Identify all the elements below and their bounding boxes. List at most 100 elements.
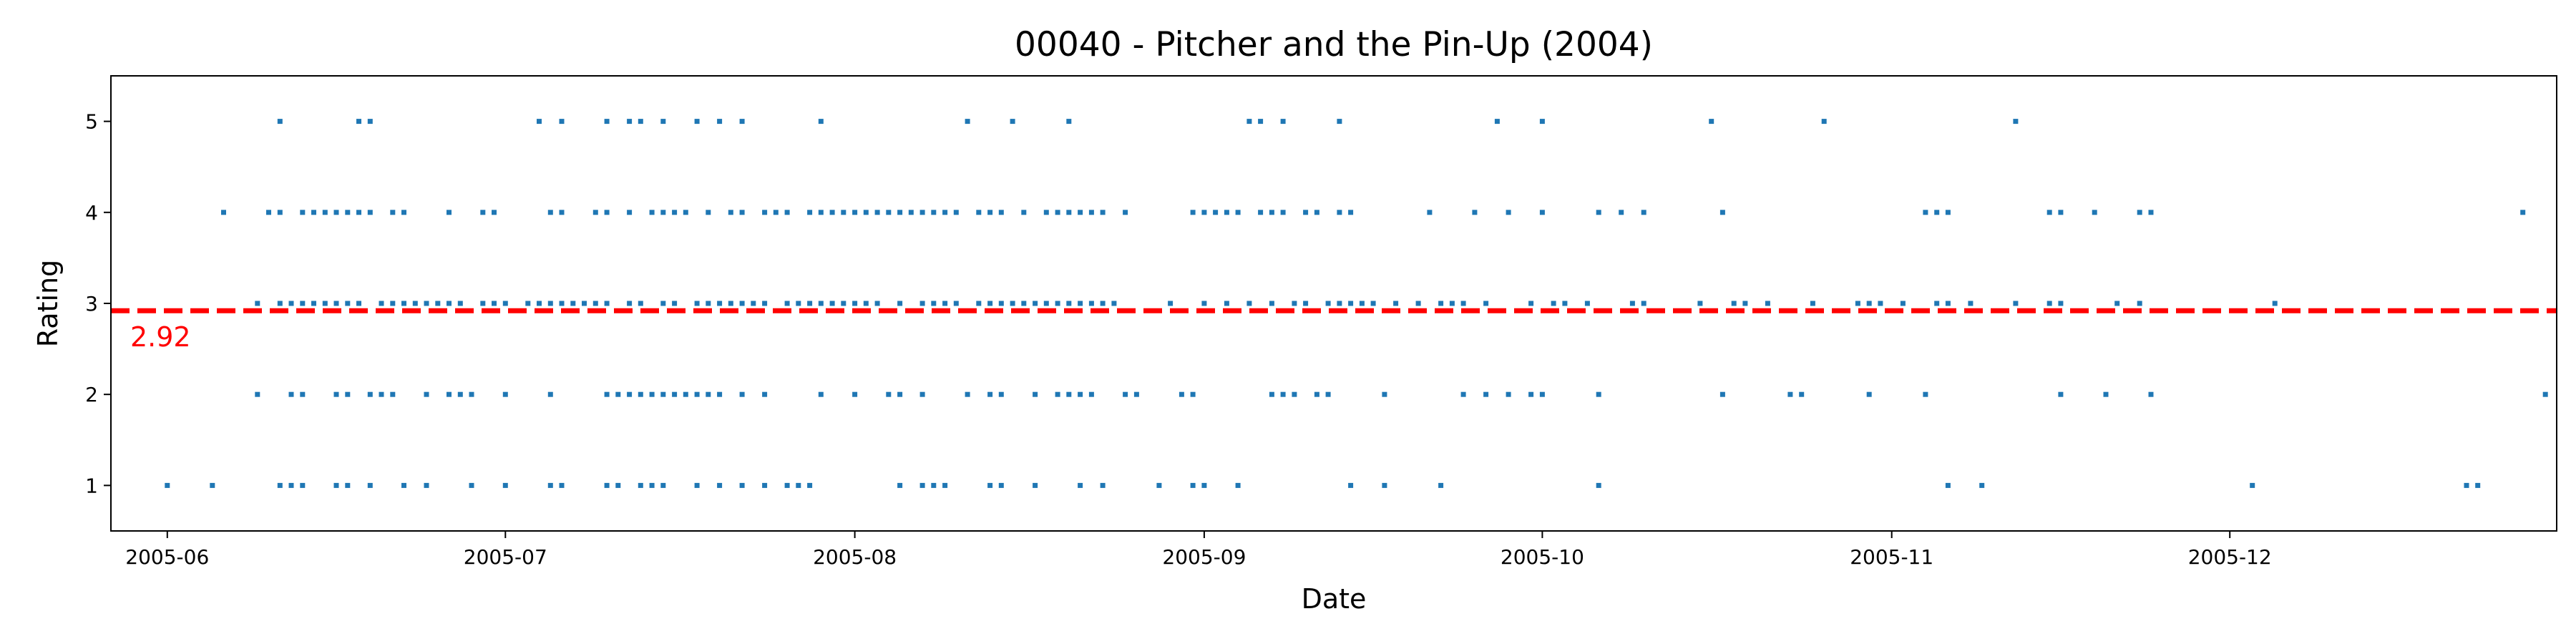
y-tick-label: 2 — [85, 383, 98, 406]
data-point — [1765, 301, 1770, 306]
data-point — [447, 210, 452, 215]
data-point — [818, 210, 824, 215]
data-point — [300, 301, 306, 306]
data-point — [1866, 391, 1872, 397]
data-point — [886, 210, 892, 215]
data-point — [311, 210, 316, 215]
data-point — [333, 210, 339, 215]
data-point — [1021, 301, 1027, 306]
data-point — [1506, 210, 1511, 215]
data-point — [773, 210, 779, 215]
data-point — [1033, 301, 1038, 306]
data-point — [942, 210, 948, 215]
data-point — [322, 301, 328, 306]
data-point — [649, 482, 655, 488]
data-points — [165, 119, 2548, 488]
data-point — [1709, 119, 1714, 125]
data-point — [796, 301, 801, 306]
data-point — [739, 301, 745, 306]
data-point — [1562, 301, 1568, 306]
data-point — [2137, 210, 2142, 215]
data-point — [863, 301, 869, 306]
data-point — [1799, 391, 1805, 397]
data-point — [717, 301, 723, 306]
data-point — [1033, 482, 1038, 488]
data-point — [1123, 210, 1128, 215]
data-point — [2058, 210, 2064, 215]
data-point — [1348, 482, 1354, 488]
data-point — [333, 482, 339, 488]
data-point — [919, 210, 925, 215]
data-point — [638, 391, 643, 397]
data-point — [547, 391, 553, 397]
data-point — [717, 391, 723, 397]
data-point — [829, 301, 835, 306]
data-point — [592, 210, 598, 215]
data-point — [2137, 301, 2142, 306]
data-point — [1066, 210, 1072, 215]
data-point — [807, 482, 813, 488]
data-point — [1415, 301, 1421, 306]
data-point — [660, 391, 666, 397]
data-point — [1303, 210, 1309, 215]
data-point — [953, 210, 959, 215]
data-point — [1100, 482, 1106, 488]
data-point — [1483, 301, 1489, 306]
data-point — [1314, 391, 1319, 397]
data-point — [2464, 482, 2469, 488]
data-point — [1010, 119, 1015, 125]
data-point — [492, 210, 497, 215]
data-point — [998, 391, 1004, 397]
data-point — [604, 482, 610, 488]
data-point — [919, 391, 925, 397]
data-point — [1066, 119, 1072, 125]
data-point — [367, 482, 373, 488]
data-point — [2272, 301, 2278, 306]
data-point — [367, 391, 373, 397]
data-point — [807, 210, 813, 215]
data-point — [751, 301, 756, 306]
data-point — [277, 482, 283, 488]
data-point — [672, 210, 678, 215]
data-point — [469, 391, 474, 397]
data-point — [412, 301, 418, 306]
data-point — [1337, 119, 1342, 125]
data-point — [300, 391, 306, 397]
data-point — [502, 301, 508, 306]
data-point — [987, 391, 993, 397]
data-point — [818, 301, 824, 306]
data-point — [784, 482, 790, 488]
data-point — [841, 301, 847, 306]
data-point — [1190, 482, 1196, 488]
data-point — [728, 301, 733, 306]
data-point — [559, 482, 565, 488]
x-tick-label: 2005-08 — [813, 545, 897, 569]
data-point — [300, 482, 306, 488]
data-point — [266, 210, 271, 215]
data-point — [1596, 210, 1601, 215]
data-point — [1043, 301, 1049, 306]
data-point — [638, 301, 643, 306]
y-tick-label: 5 — [85, 110, 98, 134]
data-point — [457, 391, 463, 397]
data-point — [660, 119, 666, 125]
data-point — [1088, 210, 1094, 215]
data-point — [1269, 301, 1274, 306]
data-point — [728, 210, 733, 215]
data-point — [2542, 391, 2548, 397]
data-point — [1742, 301, 1748, 306]
data-point — [300, 210, 306, 215]
data-point — [627, 210, 633, 215]
data-point — [706, 301, 711, 306]
data-point — [1043, 210, 1049, 215]
data-point — [1078, 482, 1083, 488]
data-point — [1934, 210, 1940, 215]
data-point — [1393, 301, 1399, 306]
data-point — [221, 210, 226, 215]
data-point — [469, 482, 474, 488]
data-point — [1337, 210, 1342, 215]
data-point — [1280, 119, 1286, 125]
data-point — [739, 210, 745, 215]
